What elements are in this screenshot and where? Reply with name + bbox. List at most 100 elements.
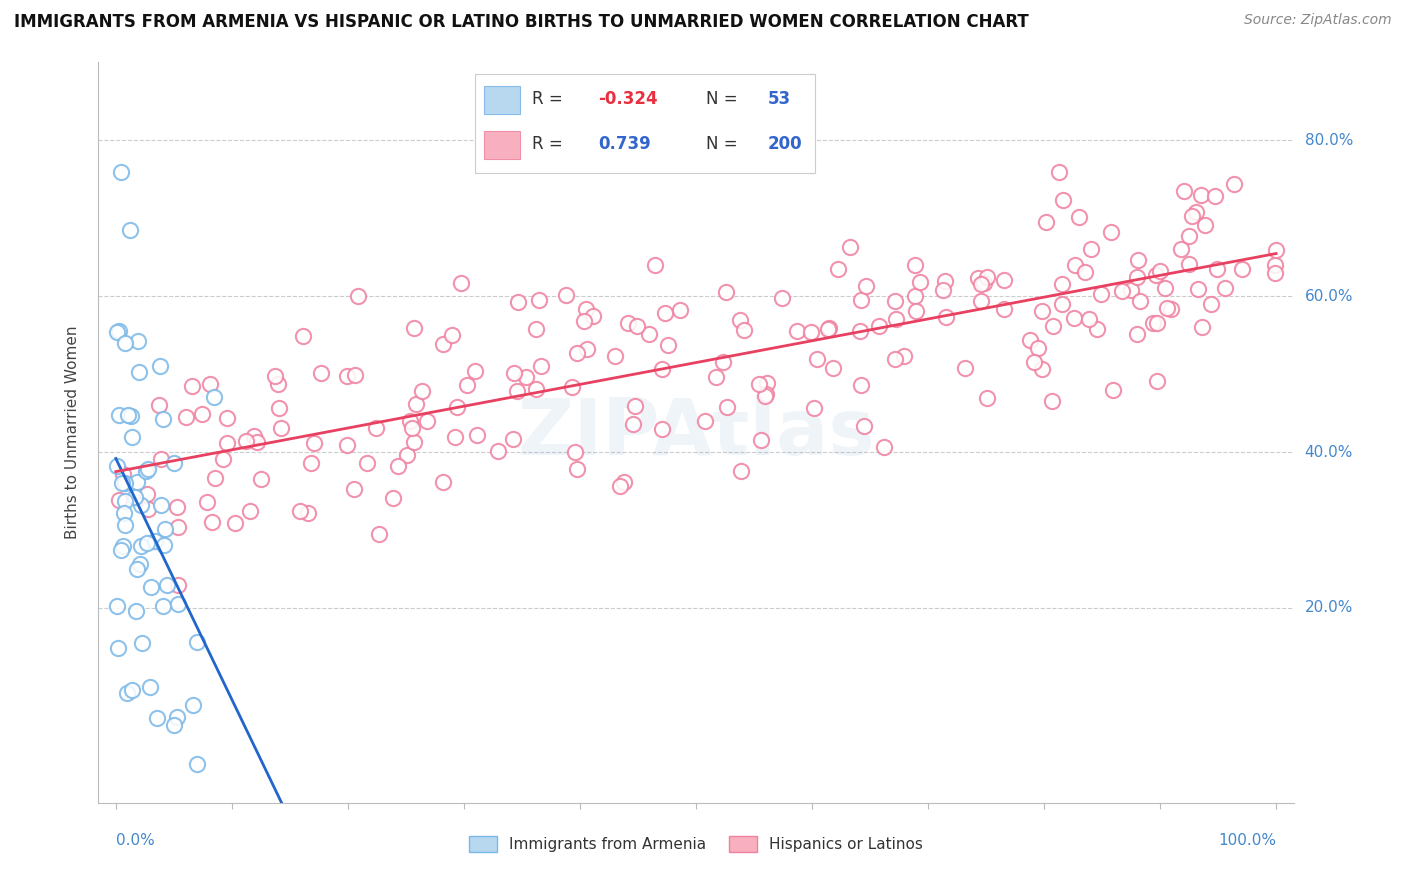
Point bbox=[111, 539, 134, 553]
Point bbox=[1201, 297, 1223, 311]
Point bbox=[107, 459, 129, 474]
Text: R =: R = bbox=[533, 135, 562, 153]
Point bbox=[728, 312, 751, 326]
Legend: Immigrants from Armenia, Hispanics or Latinos: Immigrants from Armenia, Hispanics or La… bbox=[463, 830, 929, 858]
Point bbox=[128, 365, 150, 379]
Point bbox=[136, 501, 159, 516]
Point bbox=[970, 293, 993, 308]
Point bbox=[136, 462, 159, 476]
Point bbox=[973, 276, 995, 290]
Point bbox=[136, 536, 159, 550]
Point bbox=[346, 289, 368, 303]
Point bbox=[506, 384, 529, 398]
Point bbox=[1194, 218, 1216, 232]
Point bbox=[398, 414, 420, 428]
Point bbox=[572, 314, 595, 328]
Point bbox=[135, 464, 157, 478]
Point bbox=[1156, 301, 1178, 316]
Point bbox=[181, 698, 204, 712]
Point bbox=[1213, 281, 1236, 295]
Point bbox=[884, 351, 907, 366]
Point bbox=[368, 526, 391, 541]
Point bbox=[575, 302, 598, 317]
Text: N =: N = bbox=[706, 135, 737, 153]
Point bbox=[464, 364, 486, 378]
Point bbox=[1144, 268, 1167, 283]
Point bbox=[181, 379, 204, 393]
Point bbox=[1047, 164, 1070, 178]
Point bbox=[993, 273, 1015, 287]
Point bbox=[626, 318, 648, 333]
Point bbox=[651, 422, 673, 436]
Point bbox=[152, 599, 174, 613]
Point bbox=[1024, 355, 1046, 369]
Point bbox=[121, 682, 143, 697]
Point bbox=[576, 343, 599, 357]
Point bbox=[868, 318, 890, 333]
Point bbox=[849, 377, 872, 392]
Text: 53: 53 bbox=[768, 90, 790, 109]
Point bbox=[167, 598, 190, 612]
Point bbox=[1230, 261, 1253, 276]
Point bbox=[1129, 294, 1152, 309]
Point bbox=[693, 414, 716, 428]
Point bbox=[335, 369, 357, 384]
Point bbox=[156, 577, 179, 591]
Text: 80.0%: 80.0% bbox=[1305, 133, 1353, 148]
Point bbox=[852, 419, 875, 434]
Point bbox=[506, 295, 529, 310]
Point bbox=[806, 352, 828, 367]
Point bbox=[149, 498, 172, 512]
Point bbox=[1099, 225, 1122, 239]
Point bbox=[110, 543, 132, 558]
Point bbox=[821, 360, 844, 375]
Point bbox=[1160, 302, 1182, 317]
Text: 0.0%: 0.0% bbox=[115, 833, 155, 848]
Point bbox=[267, 376, 290, 391]
Point bbox=[838, 240, 860, 254]
Point bbox=[515, 370, 537, 384]
Point bbox=[953, 361, 976, 376]
Point bbox=[714, 285, 737, 299]
Point bbox=[1264, 244, 1286, 258]
Point bbox=[657, 338, 679, 352]
Point bbox=[415, 414, 437, 428]
Point bbox=[733, 323, 755, 337]
Point bbox=[884, 312, 907, 326]
Text: 0.739: 0.739 bbox=[598, 135, 651, 153]
FancyBboxPatch shape bbox=[485, 87, 520, 114]
Point bbox=[186, 756, 208, 771]
Point bbox=[186, 635, 208, 649]
Point bbox=[1090, 287, 1112, 301]
Point bbox=[910, 275, 932, 289]
Point bbox=[1052, 193, 1074, 207]
Point bbox=[343, 483, 366, 497]
Point bbox=[292, 329, 315, 343]
Point bbox=[1126, 326, 1149, 341]
Point bbox=[1050, 277, 1073, 291]
Point bbox=[716, 401, 738, 415]
Point bbox=[1173, 184, 1195, 198]
Point bbox=[1170, 242, 1192, 256]
Point bbox=[526, 322, 548, 336]
Point bbox=[139, 680, 162, 694]
Point bbox=[107, 408, 129, 422]
Point bbox=[135, 487, 157, 501]
Point bbox=[217, 436, 239, 450]
Point bbox=[112, 467, 135, 481]
Point bbox=[364, 421, 387, 435]
Point bbox=[1111, 284, 1133, 298]
Point bbox=[976, 391, 998, 405]
Point bbox=[153, 522, 176, 536]
Point bbox=[1187, 282, 1209, 296]
Point bbox=[803, 401, 825, 415]
Point bbox=[125, 562, 148, 576]
Point bbox=[567, 345, 589, 359]
Point bbox=[749, 434, 772, 448]
Point bbox=[143, 534, 166, 549]
Point bbox=[456, 377, 478, 392]
Point bbox=[195, 494, 218, 508]
Text: 40.0%: 40.0% bbox=[1305, 444, 1353, 459]
Text: 60.0%: 60.0% bbox=[1305, 289, 1353, 304]
Point bbox=[1149, 264, 1171, 278]
